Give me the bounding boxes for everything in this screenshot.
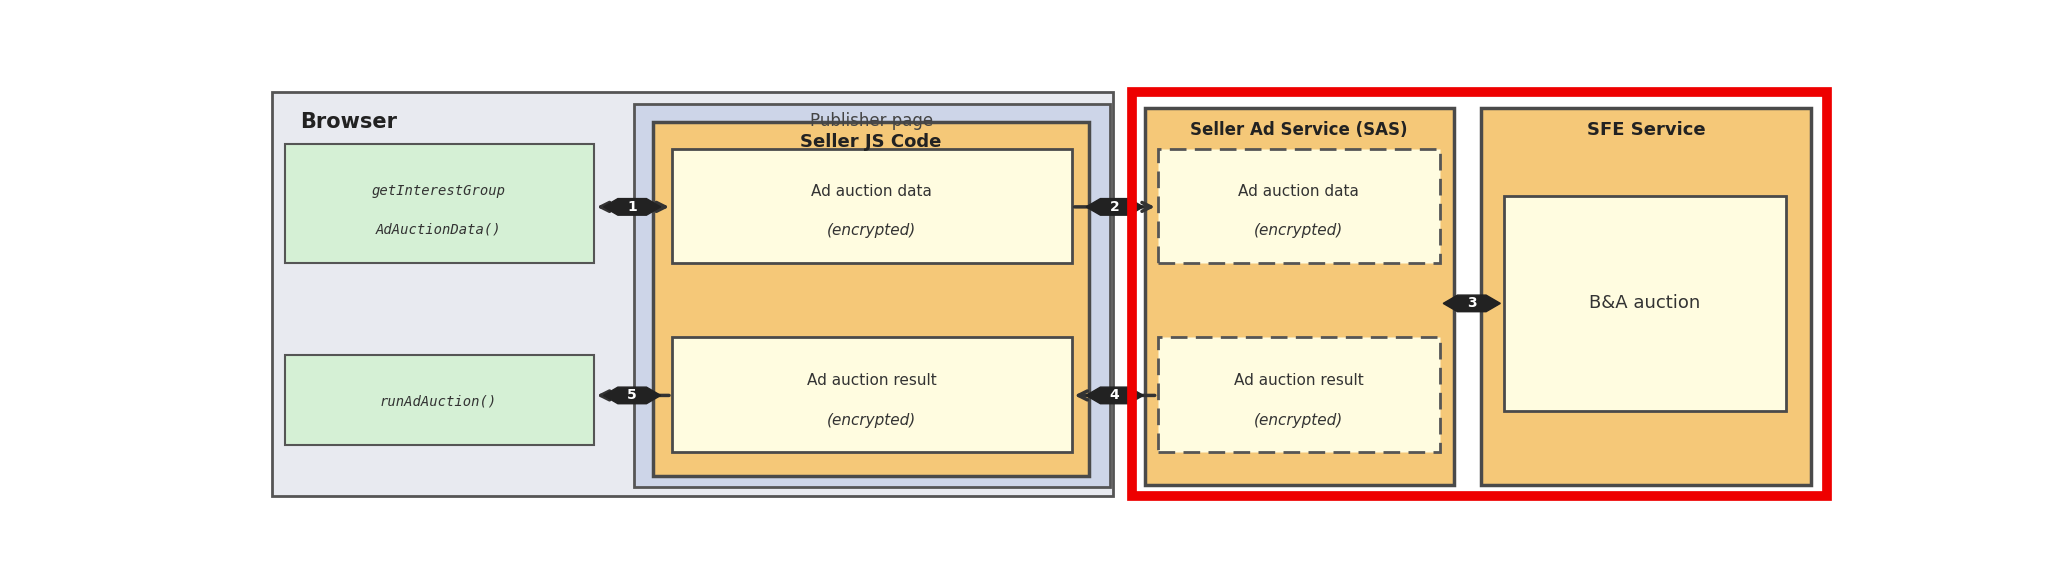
Polygon shape bbox=[1085, 387, 1143, 403]
Text: Seller JS Code: Seller JS Code bbox=[799, 133, 940, 151]
Text: Publisher page: Publisher page bbox=[811, 112, 934, 129]
Text: Browser: Browser bbox=[301, 111, 397, 132]
Bar bbox=[1503, 196, 1786, 411]
Text: Ad auction result: Ad auction result bbox=[1233, 373, 1364, 388]
Bar bbox=[1157, 337, 1440, 451]
Bar bbox=[672, 149, 1071, 263]
Bar bbox=[1133, 93, 1827, 497]
Text: (encrypted): (encrypted) bbox=[827, 413, 915, 427]
Text: runAdAuction(): runAdAuction() bbox=[379, 394, 498, 408]
Text: (encrypted): (encrypted) bbox=[1253, 223, 1343, 238]
Bar bbox=[285, 355, 594, 445]
Text: getInterestGroup: getInterestGroup bbox=[371, 184, 506, 198]
Bar bbox=[285, 144, 594, 263]
Bar bbox=[1145, 108, 1454, 485]
Bar bbox=[653, 122, 1090, 476]
Polygon shape bbox=[1085, 199, 1143, 215]
Text: Ad auction result: Ad auction result bbox=[807, 373, 936, 388]
Text: B&A auction: B&A auction bbox=[1589, 294, 1700, 312]
Polygon shape bbox=[604, 199, 662, 215]
Text: 1: 1 bbox=[627, 200, 637, 214]
Text: Ad auction data: Ad auction data bbox=[811, 184, 932, 199]
Text: SFE Service: SFE Service bbox=[1587, 121, 1706, 139]
Text: AdAuctionData(): AdAuctionData() bbox=[375, 222, 502, 236]
Text: 4: 4 bbox=[1110, 388, 1120, 402]
Bar bbox=[1481, 108, 1812, 485]
Text: 5: 5 bbox=[627, 388, 637, 402]
Bar bbox=[633, 104, 1110, 487]
Bar bbox=[672, 337, 1071, 451]
Bar bbox=[1157, 149, 1440, 263]
Bar bbox=[272, 93, 1114, 497]
Text: 2: 2 bbox=[1110, 200, 1120, 214]
Polygon shape bbox=[604, 387, 662, 403]
Text: (encrypted): (encrypted) bbox=[1253, 413, 1343, 427]
Text: 3: 3 bbox=[1466, 296, 1477, 310]
Polygon shape bbox=[1444, 295, 1501, 312]
Text: (encrypted): (encrypted) bbox=[827, 223, 915, 238]
Text: Seller Ad Service (SAS): Seller Ad Service (SAS) bbox=[1190, 121, 1407, 139]
Text: Ad auction data: Ad auction data bbox=[1239, 184, 1360, 199]
